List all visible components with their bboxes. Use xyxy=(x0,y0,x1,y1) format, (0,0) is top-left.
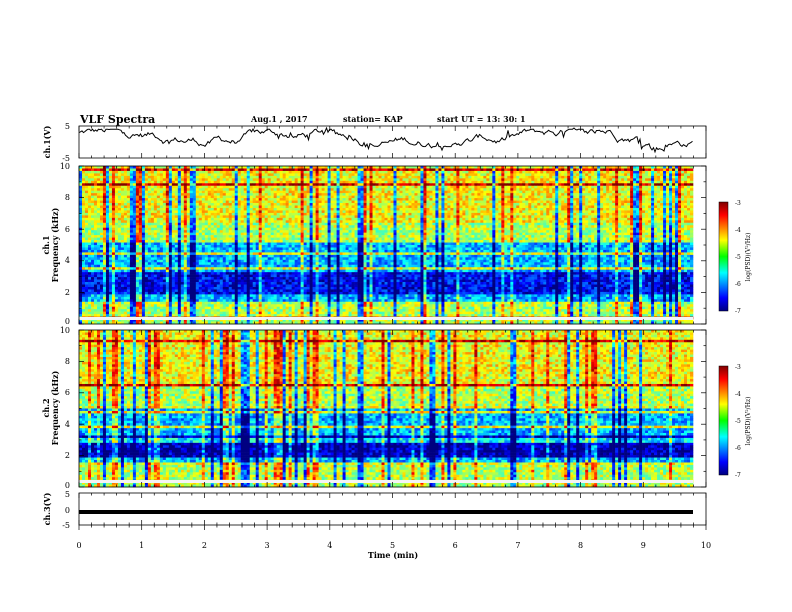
ch1-cb-tick-7: -7 xyxy=(735,308,741,315)
ch1-ytick-neg5: -5 xyxy=(62,154,70,163)
ch1-ytick-10: 10 xyxy=(60,162,70,171)
xtick-label-10: 10 xyxy=(701,541,711,550)
ch1-ytick-4: 4 xyxy=(65,256,70,265)
axis-ticks xyxy=(78,126,707,530)
ch3-ytick-0: 0 xyxy=(65,506,70,515)
ch2-ytick-6: 6 xyxy=(65,388,70,397)
ch2-colorbar-label: log(PSD)(V²/Hz) xyxy=(745,397,752,446)
ch1-cb-tick-3: -3 xyxy=(735,200,741,207)
ch3-ylabel: ch.3(V) xyxy=(42,492,52,525)
ch2-colorbar: -3 -4 -5 -6 -7 log(PSD)(V²/Hz) xyxy=(718,364,752,479)
ch1-cb-tick-4: -4 xyxy=(735,227,741,234)
ch1-colorbar-label: log(PSD)(V²/Hz) xyxy=(745,233,752,282)
xtick-label-4: 4 xyxy=(327,541,332,550)
ch2-colorbar-gradient xyxy=(718,365,729,476)
xtick-label-8: 8 xyxy=(578,541,583,550)
xtick-label-2: 2 xyxy=(202,541,207,550)
ch3-waveform-trace xyxy=(79,510,693,514)
ch1-spectrogram-heatmap xyxy=(79,166,694,325)
ch2-spectrogram-panel: 10 8 6 4 2 0 ch.2 Frequency (kHz) xyxy=(41,326,707,490)
ch2-cb-tick-3: -3 xyxy=(735,364,741,371)
ch1-ytick-0: 0 xyxy=(65,317,70,326)
ch1-ytick-5: 5 xyxy=(65,122,70,131)
ch1-colorbar: -3 -4 -5 -6 -7 log(PSD)(V²/Hz) xyxy=(718,200,752,315)
ch2-spectrogram-heatmap xyxy=(79,330,694,488)
ch2-ytick-0: 0 xyxy=(65,481,70,490)
ch1-ytick-2: 2 xyxy=(65,288,70,297)
ch2-ytick-10: 10 xyxy=(60,326,70,335)
xtick-label-0: 0 xyxy=(76,541,81,550)
ch1-spec-ylabel-channel: ch.1 xyxy=(41,235,51,254)
ch2-cb-tick-6: -6 xyxy=(735,445,741,452)
ch2-spec-ylabel-channel: ch.2 xyxy=(41,398,51,417)
ch1-ytick-6: 6 xyxy=(65,225,70,234)
ch1-ylabel: ch.1(V) xyxy=(42,125,52,158)
ch1-spec-ylabel-frequency: Frequency (kHz) xyxy=(50,207,60,282)
start-time-label: start UT = 13: 30: 1 xyxy=(437,114,526,124)
ch2-spec-ylabel-frequency: Frequency (kHz) xyxy=(50,370,60,445)
ch2-cb-tick-4: -4 xyxy=(735,391,741,398)
ch1-cb-tick-5: -5 xyxy=(735,254,741,261)
xtick-label-3: 3 xyxy=(265,541,270,550)
date-label: Aug.1 , 2017 xyxy=(250,114,308,124)
xtick-label-9: 9 xyxy=(641,541,646,550)
xtick-label-1: 1 xyxy=(139,541,144,550)
xtick-label-6: 6 xyxy=(453,541,458,550)
ch1-waveform-trace xyxy=(78,126,693,154)
ch2-ytick-8: 8 xyxy=(65,357,70,366)
ch1-cb-tick-6: -6 xyxy=(735,281,741,288)
ch2-ytick-2: 2 xyxy=(65,451,70,460)
x-axis-label: Time (min) xyxy=(368,550,418,560)
figure-title: VLF Spectra xyxy=(79,113,155,126)
ch3-ytick-5: 5 xyxy=(65,490,70,499)
ch1-waveform-panel: 5 -5 ch.1(V) xyxy=(42,122,707,163)
x-axis: 0 1 2 3 4 5 6 7 8 9 10 Time (min) xyxy=(76,541,711,560)
station-label: station= KAP xyxy=(343,114,403,124)
ch1-ytick-8: 8 xyxy=(65,193,70,202)
ch2-cb-tick-7: -7 xyxy=(735,472,741,479)
xtick-label-7: 7 xyxy=(515,541,520,550)
ch1-colorbar-gradient xyxy=(718,201,729,312)
ch3-ytick-neg5: -5 xyxy=(62,521,70,530)
ch2-ytick-4: 4 xyxy=(65,420,70,429)
ch1-spectrogram-panel: 10 8 6 4 2 0 ch.1 Frequency (kHz) xyxy=(41,162,707,326)
ch2-cb-tick-5: -5 xyxy=(735,418,741,425)
xtick-label-5: 5 xyxy=(390,541,395,550)
